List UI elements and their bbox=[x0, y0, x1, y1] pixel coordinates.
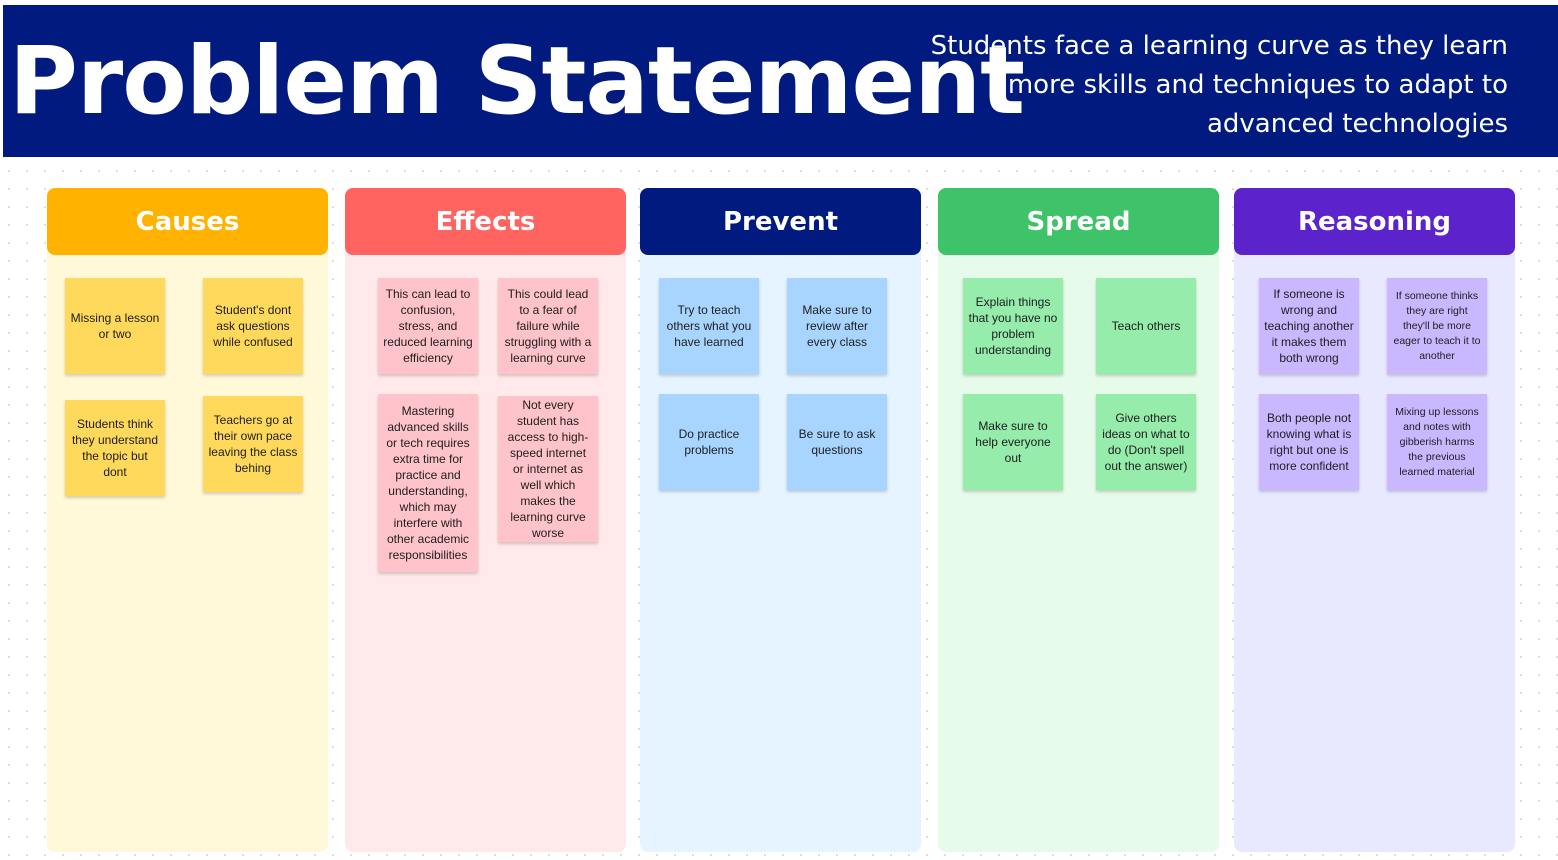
column-spread: Spread Explain things that you have no p… bbox=[938, 188, 1219, 852]
column-effects: Effects This can lead to confusion, stre… bbox=[345, 188, 626, 852]
header-banner: Problem Statement Students face a learni… bbox=[3, 5, 1558, 157]
sticky-note[interactable]: Student's dont ask questions while confu… bbox=[203, 278, 303, 374]
column-header-prevent[interactable]: Prevent bbox=[640, 188, 921, 255]
problem-statement-text: Students face a learning curve as they l… bbox=[930, 31, 1508, 139]
sticky-note[interactable]: Teachers go at their own pace leaving th… bbox=[203, 396, 303, 492]
sticky-note[interactable]: Both people not knowing what is right bu… bbox=[1259, 394, 1359, 490]
sticky-note[interactable]: Explain things that you have no problem … bbox=[963, 278, 1063, 374]
column-header-spread[interactable]: Spread bbox=[938, 188, 1219, 255]
sticky-note[interactable]: Mixing up lessons and notes with gibberi… bbox=[1387, 394, 1487, 490]
sticky-note[interactable]: If someone thinks they are right they'll… bbox=[1387, 278, 1487, 374]
sticky-note[interactable]: Missing a lesson or two bbox=[65, 278, 165, 374]
sticky-note[interactable]: Not every student has access to high-spe… bbox=[498, 396, 598, 542]
page-title: Problem Statement bbox=[9, 27, 1025, 136]
sticky-note[interactable]: Do practice problems bbox=[659, 394, 759, 490]
sticky-note[interactable]: This can lead to confusion, stress, and … bbox=[378, 278, 478, 374]
column-header-effects[interactable]: Effects bbox=[345, 188, 626, 255]
sticky-note[interactable]: Try to teach others what you have learne… bbox=[659, 278, 759, 374]
sticky-note[interactable]: Make sure to help everyone out bbox=[963, 394, 1063, 490]
sticky-note[interactable]: If someone is wrong and teaching another… bbox=[1259, 278, 1359, 374]
sticky-note[interactable]: Give others ideas on what to do (Don't s… bbox=[1096, 394, 1196, 490]
sticky-note[interactable]: This could lead to a fear of failure whi… bbox=[498, 278, 598, 374]
sticky-note[interactable]: Students think they understand the topic… bbox=[65, 400, 165, 496]
column-header-causes[interactable]: Causes bbox=[47, 188, 328, 255]
sticky-note[interactable]: Be sure to ask questions bbox=[787, 394, 887, 490]
faint-stray-text: · · · · · · · · · · · · · · · · · · bbox=[1066, 507, 1098, 521]
column-reasoning: Reasoning If someone is wrong and teachi… bbox=[1234, 188, 1515, 852]
column-header-reasoning[interactable]: Reasoning bbox=[1234, 188, 1515, 255]
column-causes: Causes Missing a lesson or two Student's… bbox=[47, 188, 328, 852]
sticky-note[interactable]: Teach others bbox=[1096, 278, 1196, 374]
sticky-note[interactable]: Make sure to review after every class bbox=[787, 278, 887, 374]
column-prevent: Prevent Try to teach others what you hav… bbox=[640, 188, 921, 852]
sticky-note[interactable]: Mastering advanced skills or tech requir… bbox=[378, 394, 478, 572]
